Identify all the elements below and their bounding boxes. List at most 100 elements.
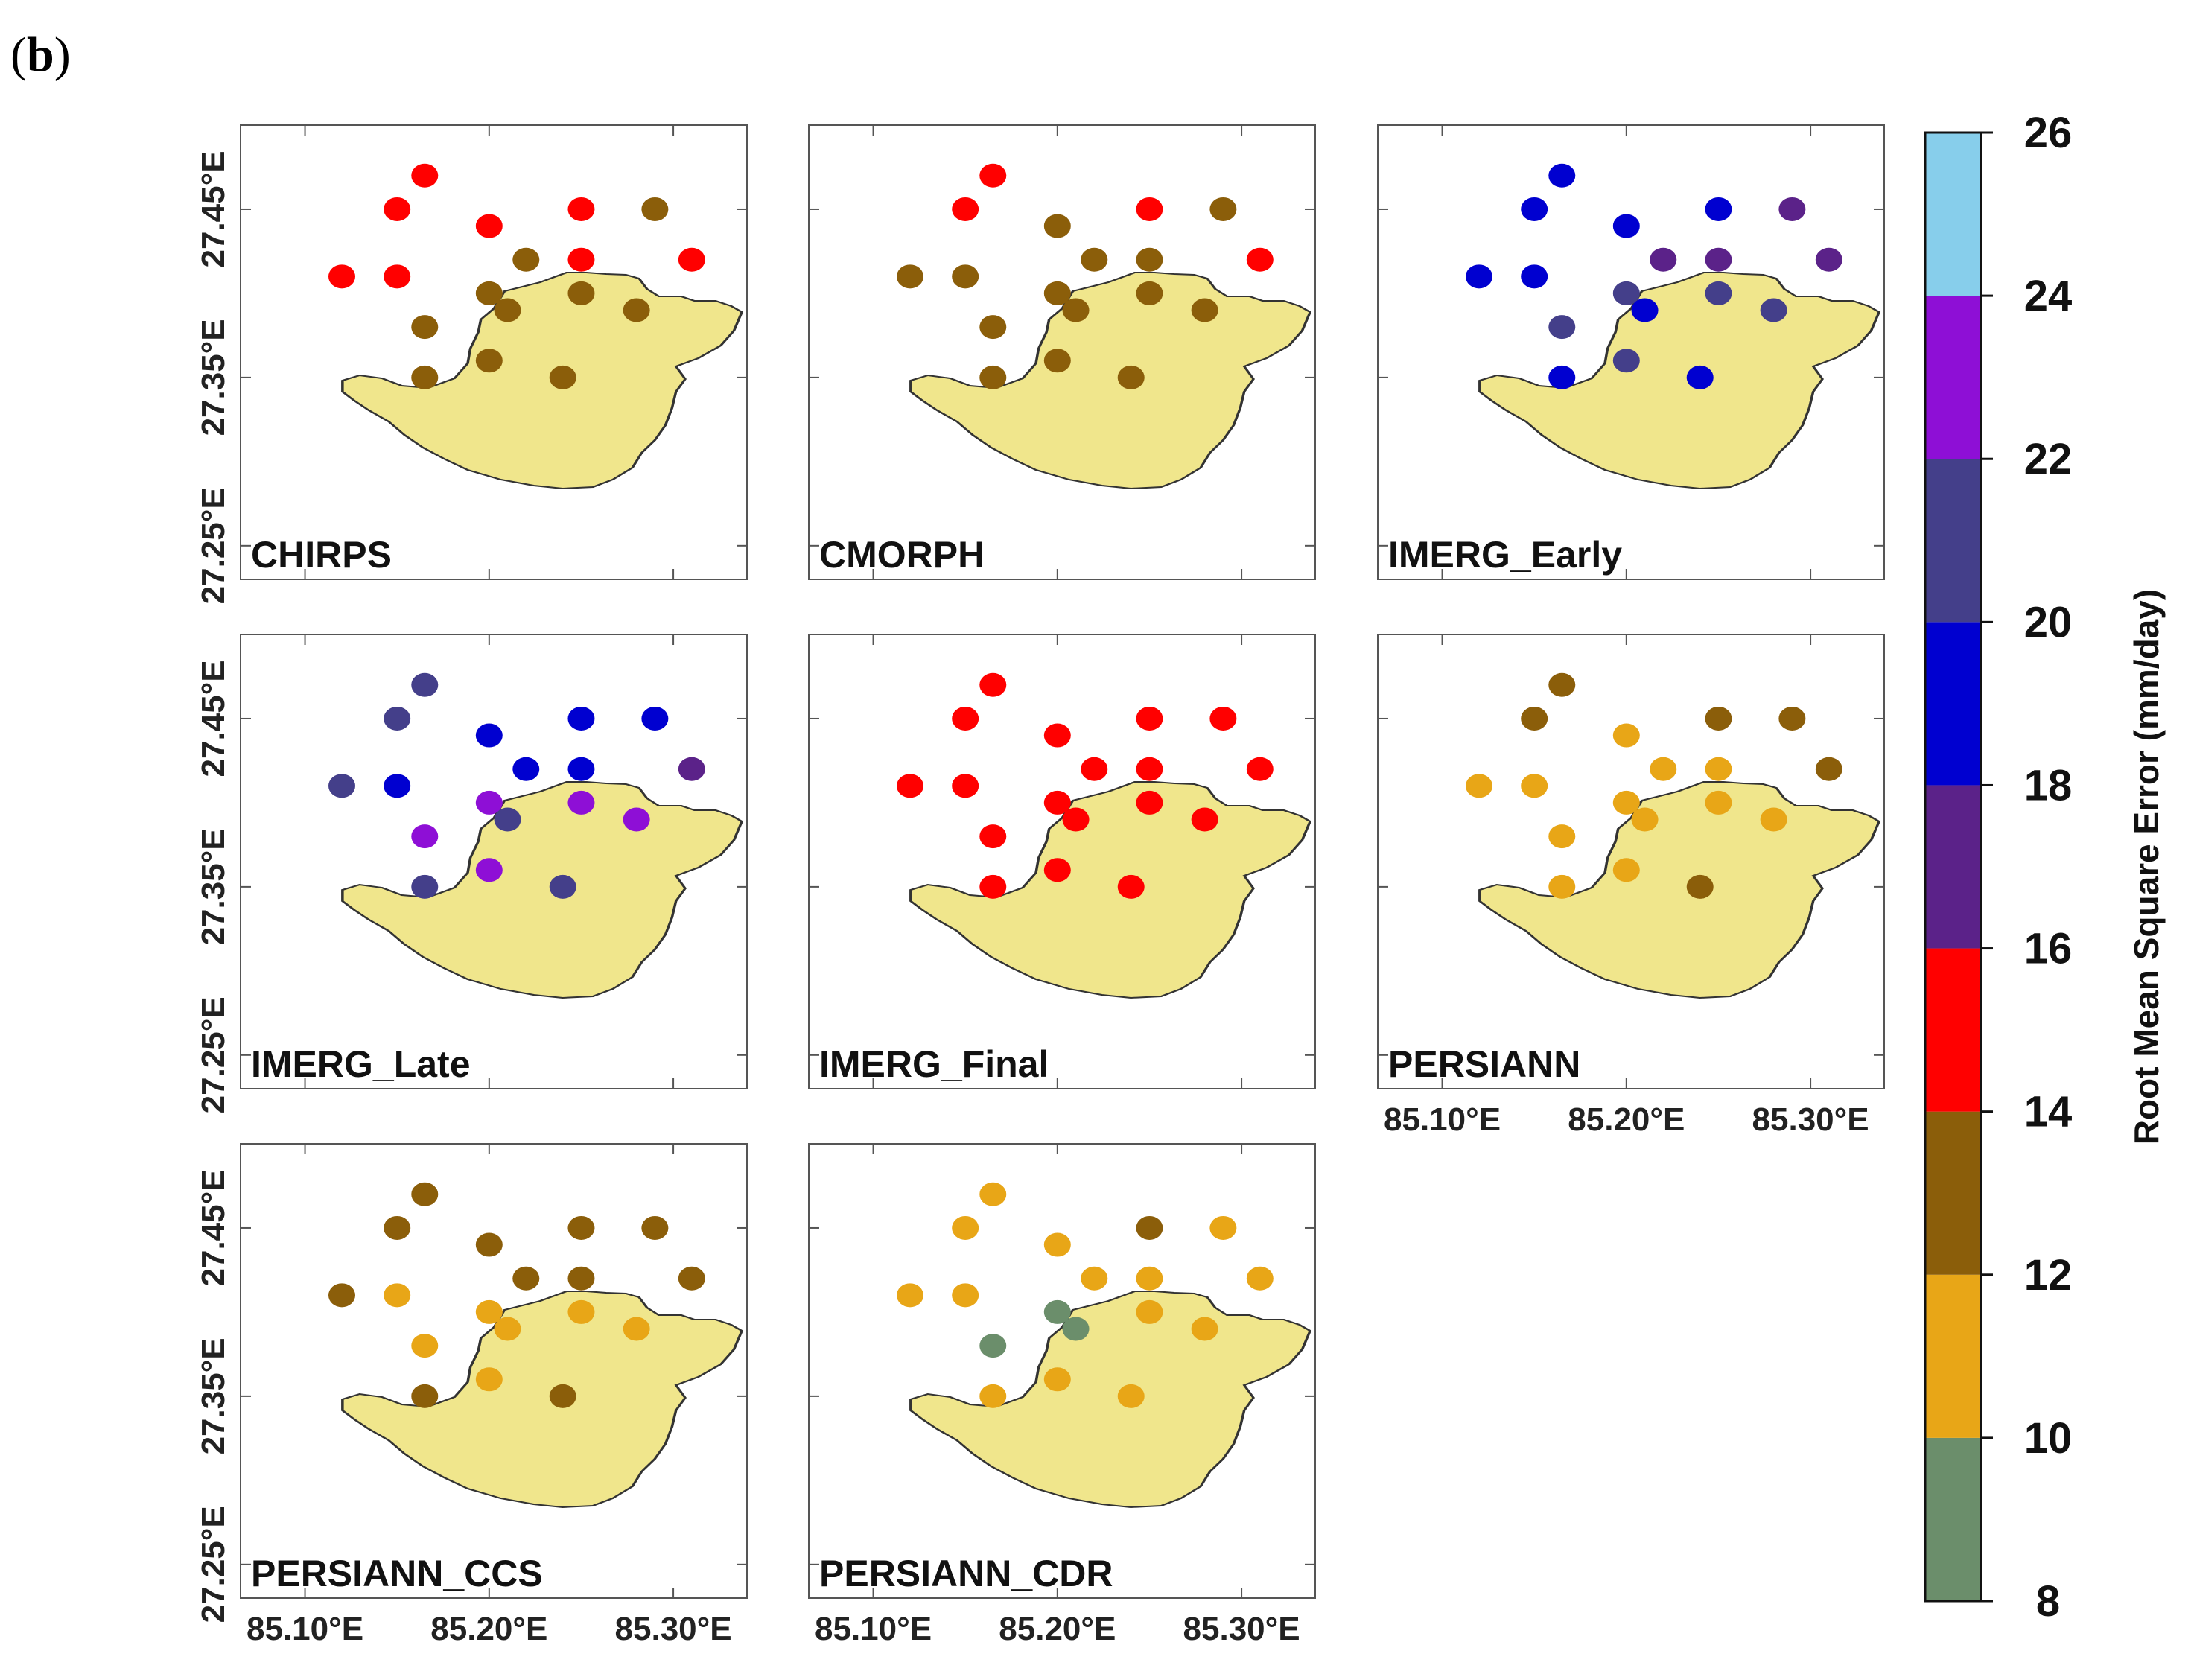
y-tick-label: 27.25°E bbox=[195, 487, 232, 604]
station-point bbox=[1043, 858, 1071, 882]
station-point bbox=[411, 163, 439, 188]
station-point bbox=[1136, 197, 1163, 221]
station-point bbox=[411, 874, 439, 899]
station-point bbox=[328, 1283, 355, 1308]
station-point bbox=[1209, 197, 1237, 221]
station-point bbox=[411, 365, 439, 389]
station-point bbox=[1043, 1232, 1071, 1257]
station-point bbox=[1650, 757, 1677, 781]
station-point bbox=[623, 1317, 650, 1341]
y-tick-label: 27.45°E bbox=[195, 150, 232, 267]
panel-title: IMERG_Early bbox=[1388, 534, 1622, 576]
station-point bbox=[952, 1215, 979, 1240]
station-point bbox=[1043, 349, 1071, 373]
station-point bbox=[1191, 1317, 1218, 1341]
station-point bbox=[475, 858, 503, 882]
x-tick-label: 85.20°E bbox=[430, 1611, 547, 1647]
station-point bbox=[952, 264, 979, 289]
station-point bbox=[384, 197, 411, 221]
station-point bbox=[328, 264, 355, 289]
station-point bbox=[897, 774, 923, 798]
station-point bbox=[475, 349, 503, 373]
station-point bbox=[1612, 858, 1640, 882]
station-point bbox=[411, 1182, 439, 1206]
colorbar-segment bbox=[1925, 785, 1981, 949]
station-point bbox=[1117, 874, 1145, 899]
station-point bbox=[411, 1334, 439, 1358]
y-tick-label: 27.35°E bbox=[195, 1337, 232, 1454]
map-panel: PERSIANN_CDR 85.10°E 85.20°E 85.30°E bbox=[808, 1143, 1316, 1647]
station-point bbox=[1062, 1317, 1090, 1341]
station-point bbox=[1191, 298, 1218, 322]
station-point bbox=[1117, 1384, 1145, 1408]
colorbar-segment bbox=[1925, 296, 1981, 459]
station-point bbox=[1521, 706, 1548, 731]
station-point bbox=[1778, 197, 1806, 221]
station-point bbox=[567, 706, 595, 731]
colorbar-segment bbox=[1925, 1111, 1981, 1275]
map-panel: IMERG_Early bbox=[1377, 124, 1885, 580]
colorbar-tick-label: 24 bbox=[2024, 272, 2073, 320]
station-point bbox=[1815, 757, 1842, 781]
station-point bbox=[1246, 1266, 1274, 1291]
station-point bbox=[1705, 247, 1732, 272]
station-point bbox=[411, 672, 439, 697]
panel-title: CMORPH bbox=[819, 534, 985, 576]
map-panel: IMERG_Late 27.25°E 27.35°E 27.45°E bbox=[195, 634, 748, 1113]
station-point bbox=[1117, 365, 1145, 389]
station-point bbox=[1209, 706, 1237, 731]
station-point bbox=[512, 247, 540, 272]
y-tick-label: 27.25°E bbox=[195, 1506, 232, 1623]
station-point bbox=[1043, 1367, 1071, 1392]
colorbar-segment bbox=[1925, 622, 1981, 786]
station-point bbox=[952, 706, 979, 731]
x-tick-label: 85.10°E bbox=[1384, 1101, 1501, 1138]
station-point bbox=[475, 214, 503, 238]
station-point bbox=[1686, 365, 1714, 389]
station-point bbox=[979, 1182, 1007, 1206]
y-tick-label: 27.25°E bbox=[195, 996, 232, 1113]
station-point bbox=[1081, 1266, 1108, 1291]
x-tick-label: 85.10°E bbox=[247, 1611, 363, 1647]
station-point bbox=[1136, 706, 1163, 731]
x-tick-label: 85.30°E bbox=[1752, 1101, 1869, 1138]
station-point bbox=[1612, 723, 1640, 748]
station-point bbox=[567, 1299, 595, 1324]
station-point bbox=[411, 315, 439, 340]
station-point bbox=[1136, 1299, 1163, 1324]
map-panel: CHIRPS 27.25°E 27.35°E 27.45°E bbox=[195, 124, 748, 604]
station-point bbox=[1209, 1215, 1237, 1240]
station-point bbox=[979, 874, 1007, 899]
colorbar-tick-label: 26 bbox=[2024, 109, 2073, 157]
station-point bbox=[897, 264, 923, 289]
station-point bbox=[979, 1384, 1007, 1408]
colorbar-tick-label: 16 bbox=[2024, 925, 2073, 973]
station-point bbox=[567, 1215, 595, 1240]
station-point bbox=[979, 1334, 1007, 1358]
station-point bbox=[952, 197, 979, 221]
station-point bbox=[475, 790, 503, 815]
y-tick-label: 27.35°E bbox=[195, 319, 232, 436]
colorbar-tick-label: 12 bbox=[2024, 1251, 2073, 1299]
station-point bbox=[1548, 163, 1576, 188]
colorbar-tick-label: 10 bbox=[2024, 1414, 2073, 1463]
map-panel: PERSIANN 85.10°E 85.20°E 85.30°E bbox=[1377, 634, 1885, 1138]
colorbar-tick-label: 22 bbox=[2024, 435, 2073, 483]
station-point bbox=[549, 874, 576, 899]
station-point bbox=[1548, 672, 1576, 697]
station-point bbox=[1650, 247, 1677, 272]
station-point bbox=[1043, 723, 1071, 748]
colorbar-tick-label: 14 bbox=[2024, 1088, 2073, 1136]
station-point bbox=[328, 774, 355, 798]
x-tick-label: 85.30°E bbox=[1183, 1611, 1300, 1647]
station-point bbox=[678, 247, 705, 272]
figure-label: (b) bbox=[10, 28, 71, 82]
station-point bbox=[475, 723, 503, 748]
station-point bbox=[384, 1283, 411, 1308]
map-panel: PERSIANN_CCS 85.10°E 85.20°E 85.30°E 27.25°E… bbox=[195, 1143, 748, 1647]
colorbar-segment bbox=[1925, 1274, 1981, 1438]
station-point bbox=[384, 774, 411, 798]
station-point bbox=[1246, 247, 1274, 272]
x-tick-label: 85.10°E bbox=[815, 1611, 932, 1647]
